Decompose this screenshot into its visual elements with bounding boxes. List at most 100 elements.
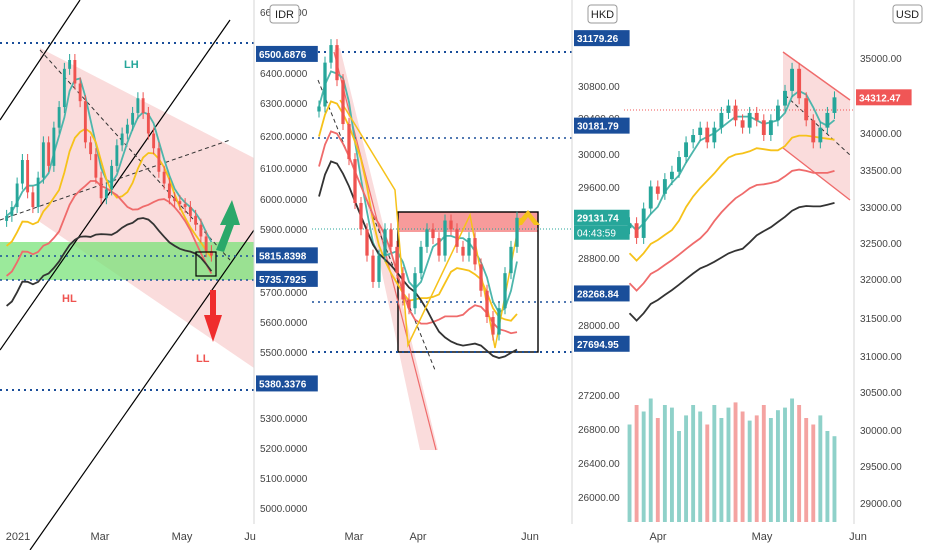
usd-volume-bar <box>775 410 780 522</box>
usd-candle-body <box>691 135 696 143</box>
hkd-level-label-box <box>574 30 630 47</box>
usd-volume-bar <box>627 424 632 522</box>
idr-candle-body <box>99 177 103 199</box>
hkd-last-price-label: 29131.74 <box>577 214 619 225</box>
idr-x-tick-label: May <box>172 531 193 543</box>
hkd-candle-body <box>467 238 471 256</box>
usd-candle-body <box>832 97 837 113</box>
hkd-candle-body <box>491 317 495 335</box>
hkd-candle-body <box>503 273 507 309</box>
usd-currency-badge[interactable]: USD <box>892 4 923 24</box>
usd-price-axis[interactable] <box>854 0 932 524</box>
hkd-candle-body <box>359 202 363 230</box>
usd-candle-body <box>804 98 809 121</box>
idr-candle-body <box>5 215 9 221</box>
idr-level-label: 6500.6876 <box>259 50 307 61</box>
hkd-level-label-box <box>574 285 630 302</box>
usd-y-tick-label: 30000.00 <box>860 426 902 437</box>
hkd-level-label: 31179.26 <box>577 34 619 45</box>
hkd-y-tick-label: 30000.00 <box>578 150 620 161</box>
idr-candles <box>5 54 213 262</box>
usd-candle-body <box>641 208 646 238</box>
usd-volume-bar <box>747 420 752 522</box>
usd-volume-bar <box>768 418 773 522</box>
idr-ma-teal <box>6 77 213 243</box>
usd-volume-bar <box>797 405 802 522</box>
hkd-y-tick-label: 26000.00 <box>578 493 620 504</box>
idr-candle-body <box>73 60 77 84</box>
idr-candle-body <box>78 83 82 102</box>
idr-candle-body <box>15 183 19 208</box>
usd-y-tick-label: 32500.00 <box>860 239 902 250</box>
usd-volume-bar <box>677 431 681 522</box>
hkd-y-tick-label: 30800.00 <box>578 82 620 93</box>
hkd-candle-body <box>323 62 327 107</box>
idr-candle-body <box>178 201 182 205</box>
pane-hkd[interactable] <box>312 0 572 524</box>
idr-level-label-box <box>256 247 318 264</box>
idr-y-tick-label: 6400.0000 <box>260 69 308 80</box>
hkd-y-tick-label: 26800.00 <box>578 425 620 436</box>
hkd-y-tick-label: 28800.00 <box>578 254 620 265</box>
hkd-candle-body <box>365 229 369 256</box>
idr-level-label: 5815.8398 <box>259 251 307 262</box>
idr-y-tick-label: 5500.0000 <box>260 348 308 359</box>
hkd-x-tick-label: Jun <box>521 531 539 543</box>
idr-annotation-lh: LH <box>124 59 139 71</box>
hkd-candle-body <box>443 220 447 256</box>
idr-annotation-hl: HL <box>62 293 77 305</box>
hkd-last-price-box <box>574 209 630 226</box>
pane-idr[interactable] <box>0 0 255 551</box>
idr-candle-body <box>94 154 98 178</box>
usd-volume-bar <box>655 418 660 522</box>
usd-candle-body <box>790 68 795 91</box>
pane-usd[interactable] <box>624 0 854 524</box>
hkd-candle-body <box>461 246 465 256</box>
usd-volume-bar <box>669 407 674 522</box>
hkd-candle-body <box>515 217 519 247</box>
idr-x-tick-label: Mar <box>91 531 110 543</box>
usd-y-tick-label: 34000.00 <box>860 129 902 140</box>
hkd-level-label: 28268.84 <box>577 289 619 300</box>
usd-ma-red <box>628 168 835 292</box>
hkd-candle-body <box>425 229 429 247</box>
usd-x-tick-label: May <box>752 531 773 543</box>
idr-candle-body <box>31 192 35 208</box>
usd-y-tick-label: 35000.00 <box>860 54 902 65</box>
usd-candle-body <box>634 223 639 238</box>
usd-candle-body <box>768 120 773 135</box>
hkd-candle-body <box>395 246 399 274</box>
idr-ma-red <box>6 180 213 277</box>
idr-candle-body <box>20 160 24 184</box>
usd-last-price-label: 34312.47 <box>859 93 901 104</box>
usd-candle-body <box>648 186 653 209</box>
idr-candle-body <box>125 124 129 134</box>
idr-y-tick-label: 5300.0000 <box>260 414 308 425</box>
hkd-price-axis[interactable] <box>572 0 624 524</box>
hkd-currency-label: HKD <box>591 9 614 21</box>
hkd-y-tick-label: 26400.00 <box>578 459 620 470</box>
idr-y-tick-label: 5000.0000 <box>260 504 308 515</box>
hkd-level-label-box <box>574 117 630 134</box>
usd-y-tick-label: 31000.00 <box>860 352 902 363</box>
usd-candle-body <box>740 120 745 128</box>
usd-candle-body <box>719 112 724 128</box>
usd-y-tick-label: 29500.00 <box>860 462 902 473</box>
idr-candle-body <box>194 215 198 225</box>
hkd-candle-body <box>413 273 417 309</box>
usd-volume-bar <box>733 402 738 522</box>
idr-x-tick-label: Ju <box>244 531 256 543</box>
idr-y-tick-label: 5600.0000 <box>260 318 308 329</box>
idr-currency-badge[interactable]: IDR <box>269 4 300 24</box>
idr-ma-black <box>6 217 213 307</box>
hkd-candle-body <box>347 124 351 160</box>
idr-candle-body <box>52 127 56 166</box>
idr-candle-body <box>83 101 87 143</box>
hkd-candle-body <box>497 308 501 335</box>
usd-candle-body <box>797 68 802 99</box>
hkd-currency-badge[interactable]: HKD <box>587 4 618 24</box>
idr-candle-body <box>62 68 66 108</box>
hkd-target-arrow <box>515 210 540 225</box>
hkd-level-label: 27694.95 <box>577 340 619 351</box>
idr-candle-body <box>115 145 119 166</box>
